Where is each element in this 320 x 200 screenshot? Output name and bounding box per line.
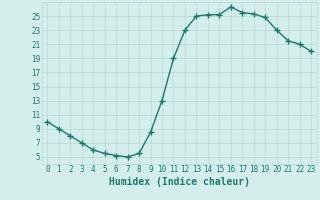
X-axis label: Humidex (Indice chaleur): Humidex (Indice chaleur) [109, 177, 250, 187]
